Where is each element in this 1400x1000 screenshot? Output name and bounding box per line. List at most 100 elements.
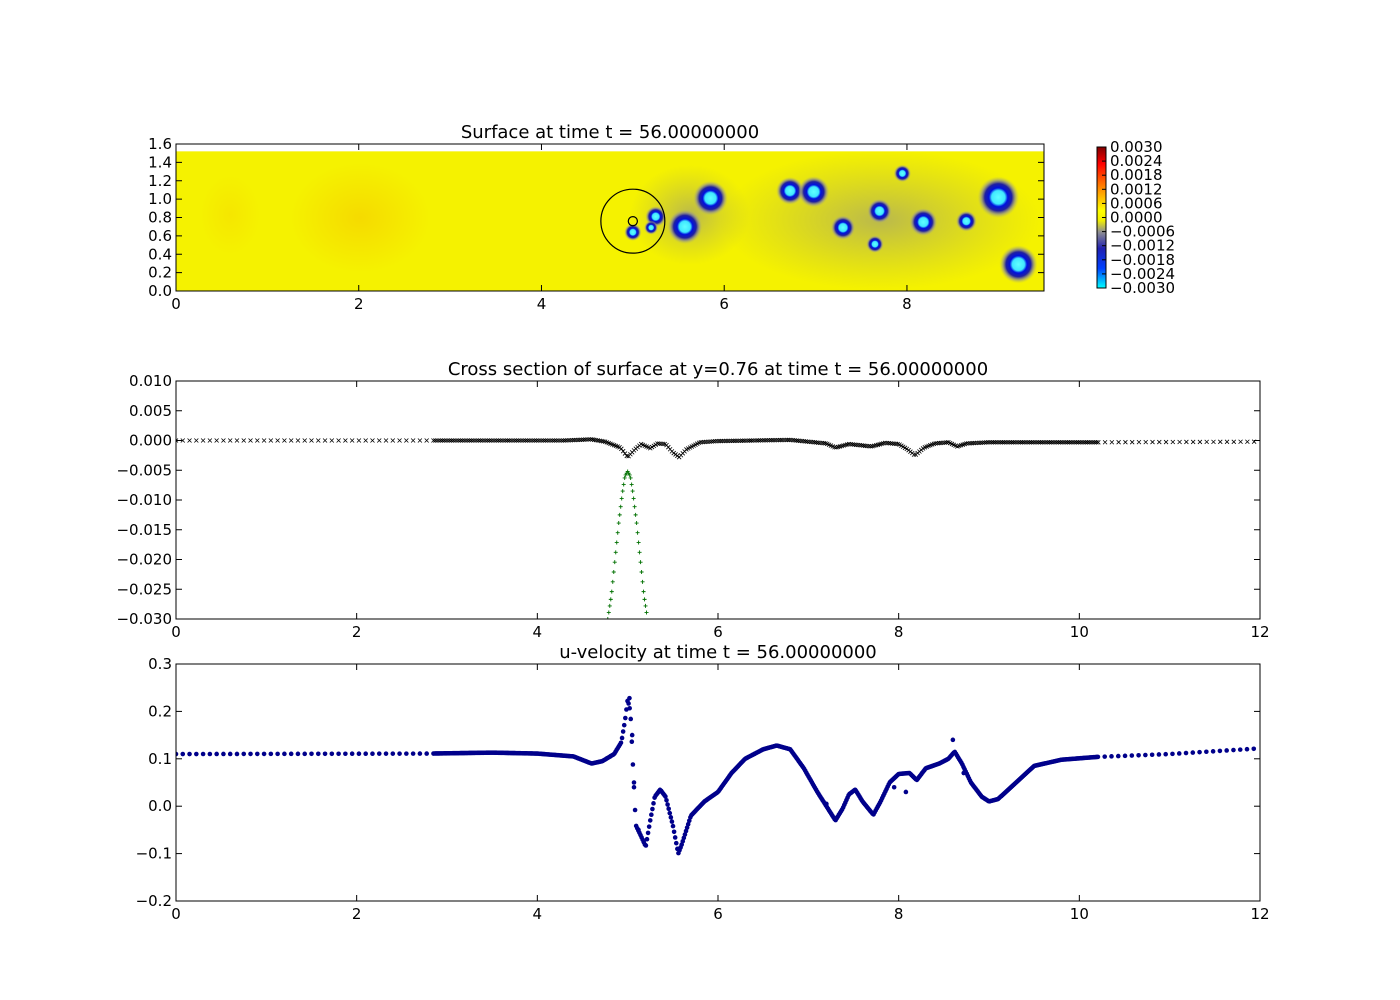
x-marker xyxy=(1197,439,1203,445)
depression-spot xyxy=(776,176,804,205)
y-tick-label: −0.1 xyxy=(136,845,172,863)
x-tick-label: 8 xyxy=(902,295,912,313)
x-marker xyxy=(275,438,280,443)
x-marker xyxy=(734,438,740,444)
plus-marker xyxy=(628,475,633,480)
x-marker xyxy=(454,438,460,443)
plot-frame xyxy=(175,380,1261,620)
x-marker xyxy=(850,442,855,447)
data-point xyxy=(891,784,897,790)
x-marker xyxy=(702,439,707,445)
data-point xyxy=(1176,751,1182,756)
x-marker xyxy=(1072,440,1078,445)
data-point xyxy=(390,751,396,756)
data-point xyxy=(632,807,638,813)
y-tick-label: 0.8 xyxy=(148,209,172,227)
x-marker xyxy=(465,438,471,443)
data-point xyxy=(646,824,652,829)
x-tick-label: 2 xyxy=(354,295,364,313)
x-marker xyxy=(778,437,783,443)
plus-marker xyxy=(644,610,649,615)
x-marker xyxy=(980,440,985,445)
x-marker xyxy=(707,439,713,444)
x-marker xyxy=(496,438,501,443)
x-marker xyxy=(891,441,897,446)
x-marker xyxy=(214,438,219,443)
plus-marker xyxy=(642,597,647,602)
data-point xyxy=(671,829,677,835)
colorbar-tick-label: 0.0012 xyxy=(1110,180,1163,198)
x-marker xyxy=(390,438,396,443)
x-marker xyxy=(1102,439,1108,445)
plus-marker xyxy=(634,521,639,526)
data-point xyxy=(268,751,274,757)
x-marker xyxy=(1058,440,1063,445)
plus-marker xyxy=(633,512,638,517)
x-marker xyxy=(180,438,186,443)
x-marker xyxy=(815,440,821,445)
x-marker xyxy=(492,438,498,443)
x-marker xyxy=(624,453,630,459)
x-marker xyxy=(750,438,756,443)
x-marker xyxy=(770,437,776,443)
x-marker xyxy=(1007,440,1013,445)
data-point xyxy=(356,751,362,757)
y-tick-label: −0.020 xyxy=(116,551,172,569)
x-marker xyxy=(302,438,308,443)
data-point xyxy=(404,751,409,756)
data-point xyxy=(672,835,678,840)
y-tick-label: −0.2 xyxy=(136,892,172,910)
x-marker xyxy=(383,438,389,443)
y-tick-label: −0.005 xyxy=(116,461,172,479)
x-marker xyxy=(806,439,812,445)
x-marker xyxy=(514,438,519,443)
colorbar: 0.00300.00240.00180.00120.00060.0000−0.0… xyxy=(1096,138,1175,297)
plus-marker xyxy=(616,521,621,526)
depression-spot xyxy=(693,180,728,216)
x-marker xyxy=(1041,440,1047,445)
x-marker xyxy=(349,438,355,443)
x-marker xyxy=(470,438,476,443)
x-marker xyxy=(1170,439,1176,445)
x-marker xyxy=(658,441,664,447)
data-point xyxy=(643,843,649,848)
x-marker xyxy=(432,438,438,443)
x-marker xyxy=(534,438,539,443)
x-marker xyxy=(718,438,723,444)
data-point xyxy=(1217,748,1223,754)
x-marker xyxy=(756,438,761,443)
x-marker xyxy=(336,438,341,443)
depression-spot xyxy=(867,198,892,224)
x-marker xyxy=(1009,440,1014,445)
data-point xyxy=(261,751,267,757)
x-marker xyxy=(714,438,720,444)
data-point xyxy=(363,751,369,757)
plus-marker xyxy=(610,579,615,584)
x-marker xyxy=(449,438,454,443)
data-point xyxy=(627,705,632,711)
data-point xyxy=(282,751,287,757)
x-marker xyxy=(557,438,563,443)
plus-marker xyxy=(620,489,625,494)
x-marker xyxy=(1059,440,1065,445)
x-marker xyxy=(424,438,429,443)
data-point xyxy=(950,737,956,743)
x-marker xyxy=(510,438,516,443)
x-marker xyxy=(660,441,666,447)
x-marker xyxy=(1150,439,1155,445)
x-marker xyxy=(356,438,362,443)
data-point xyxy=(336,751,341,757)
x-tick-label: 6 xyxy=(719,295,729,313)
x-marker xyxy=(485,438,490,443)
data-point xyxy=(1122,753,1128,759)
y-tick-label: 0.6 xyxy=(148,227,172,245)
x-marker xyxy=(248,438,253,443)
data-point xyxy=(645,830,651,836)
data-point xyxy=(417,751,423,756)
plus-marker xyxy=(606,610,611,615)
x-marker xyxy=(227,438,233,443)
x-marker xyxy=(709,439,714,444)
plus-marker xyxy=(614,540,619,545)
u-velocity-panel: u-velocity at time t = 56.00000000 0 2 4 6 8… xyxy=(136,642,1270,923)
data-point xyxy=(241,751,247,757)
